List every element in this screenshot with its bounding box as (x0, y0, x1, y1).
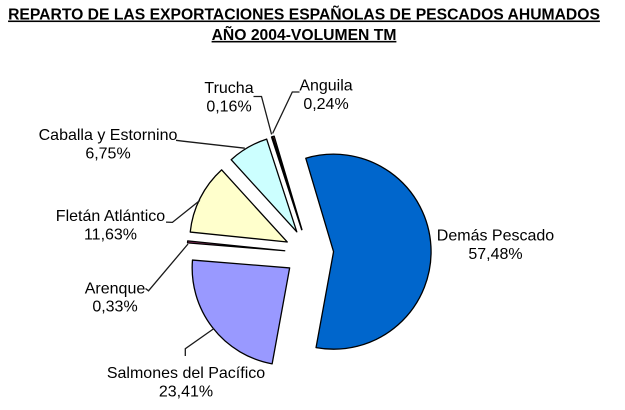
svg-text:Salmones del Pacífico: Salmones del Pacífico (107, 365, 265, 382)
svg-text:0,16%: 0,16% (206, 99, 251, 116)
svg-text:AÑO 2004-VOLUMEN TM: AÑO 2004-VOLUMEN TM (212, 24, 397, 44)
svg-text:Arenque: Arenque (85, 281, 146, 298)
svg-text:Demás Pescado: Demás Pescado (437, 227, 554, 244)
svg-text:57,48%: 57,48% (468, 246, 522, 263)
svg-text:Anguila: Anguila (299, 78, 352, 95)
svg-text:REPARTO DE LAS EXPORTACIONES E: REPARTO DE LAS EXPORTACIONES ESPAÑOLAS D… (8, 4, 600, 24)
svg-text:0,24%: 0,24% (303, 96, 348, 113)
svg-text:Fletán Atlántico: Fletán Atlántico (56, 208, 166, 225)
svg-text:23,41%: 23,41% (159, 383, 213, 400)
svg-text:6,75%: 6,75% (85, 146, 130, 163)
svg-text:Caballa y Estornino: Caballa y Estornino (39, 127, 178, 144)
svg-text:0,33%: 0,33% (92, 299, 137, 316)
svg-text:Trucha: Trucha (204, 80, 253, 97)
svg-text:11,63%: 11,63% (84, 226, 137, 243)
